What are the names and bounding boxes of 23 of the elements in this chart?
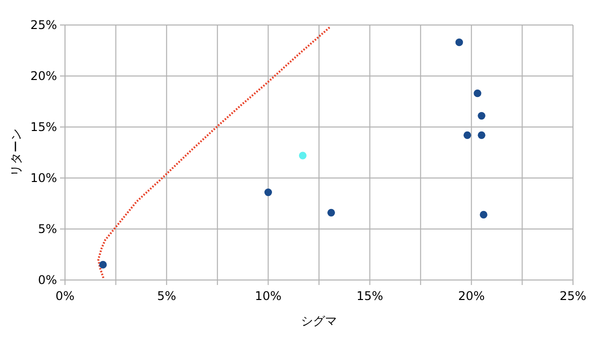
x-tick-label: 25% <box>560 289 586 303</box>
y-tick-label: 5% <box>38 222 57 236</box>
y-tick-label: 15% <box>30 120 57 134</box>
x-tick-label: 0% <box>55 289 75 303</box>
x-axis-title: シグマ <box>301 314 337 328</box>
y-tick-label: 25% <box>30 18 57 32</box>
point <box>264 188 272 196</box>
point <box>99 260 107 268</box>
x-tick-label: 15% <box>356 289 384 303</box>
point <box>474 90 482 98</box>
x-tick-label: 5% <box>157 289 176 303</box>
point <box>478 131 486 139</box>
point <box>480 210 488 219</box>
x-tick-label: 10% <box>254 289 282 303</box>
point <box>478 112 486 120</box>
point <box>455 38 464 46</box>
y-tick-label: 20% <box>30 69 57 83</box>
point <box>327 208 335 216</box>
point <box>464 131 472 139</box>
y-tick-label: 10% <box>30 171 57 185</box>
y-tick-label: 0% <box>38 273 57 287</box>
x-tick-label: 20% <box>458 289 485 303</box>
y-axis-title: リターン <box>9 128 23 176</box>
